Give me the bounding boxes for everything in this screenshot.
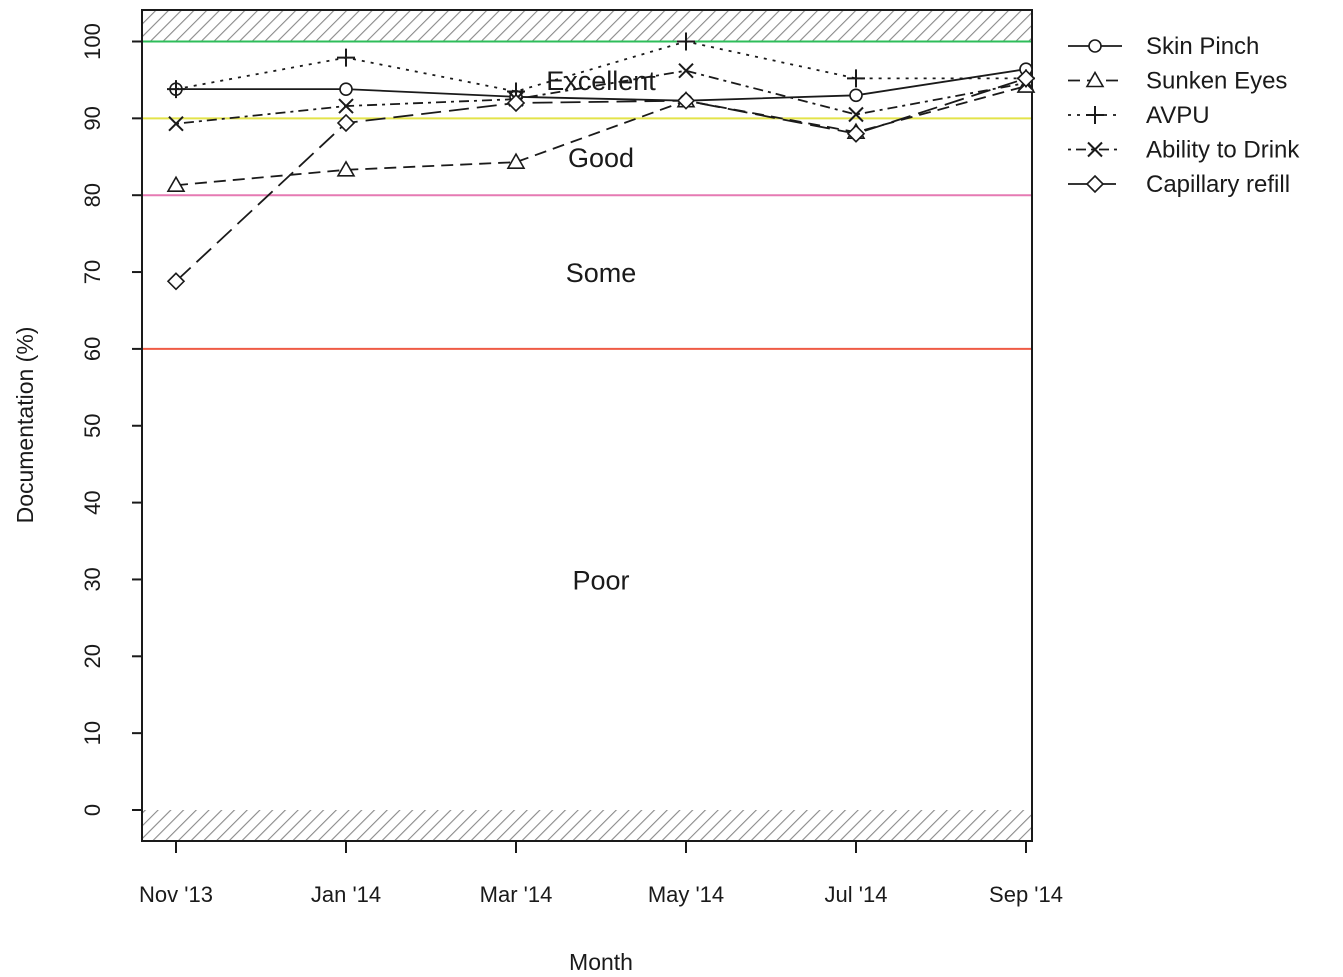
legend-marker-skin-pinch (1088, 39, 1102, 53)
data-point-skin-pinch-1 (339, 82, 353, 96)
legend-marker-capillary-refill (1085, 174, 1105, 194)
legend: Skin Pinch Sunken Eyes AVPU Ability to Drin… (1068, 33, 1300, 198)
axes: 0 10 20 30 40 50 60 70 80 90 100 Nov '13 Jan '14 Mar … (80, 23, 1063, 907)
y-tick-label-50: 50 (80, 414, 105, 438)
series-line-skin-pinch (176, 68, 1027, 102)
y-tick-label-20: 20 (80, 644, 105, 668)
y-tick-label-70: 70 (80, 260, 105, 284)
y-tick-label-90: 90 (80, 106, 105, 130)
data-point-avpu-3 (677, 32, 695, 51)
data-point-skin-pinch-4 (849, 88, 863, 103)
legend-label-ability-to-drink: Ability to Drink (1146, 137, 1300, 164)
zone-label-poor: Poor (572, 565, 629, 595)
data-point-avpu-4 (847, 69, 865, 88)
data-point-ability-to-drink-1 (338, 98, 354, 114)
legend-label-capillary-refill: Capillary refill (1146, 171, 1290, 198)
data-point-capillary-refill-0 (166, 272, 186, 291)
zone-label-good: Good (568, 143, 634, 173)
legend-marker-sunken-eyes (1085, 70, 1105, 88)
data-point-avpu-0 (167, 80, 185, 99)
x-tick-label-3: May '14 (648, 882, 724, 907)
data-point-capillary-refill-3 (676, 91, 696, 110)
y-tick-label-80: 80 (80, 183, 105, 207)
data-point-avpu-1 (337, 48, 355, 67)
y-tick-label-40: 40 (80, 490, 105, 514)
series-line-ability-to-drink (175, 69, 1027, 125)
y-tick-label-10: 10 (80, 721, 105, 745)
x-tick-label-0: Nov '13 (139, 882, 213, 907)
x-tick-label-5: Sep '14 (989, 882, 1063, 907)
legend-marker-ability-to-drink (1087, 141, 1103, 158)
series-line-avpu (175, 40, 1026, 93)
zone-labels: Excellent Good Some Poor (546, 66, 656, 596)
data-series (166, 32, 1036, 291)
y-tick-label-0: 0 (80, 804, 105, 816)
hatched-region-1 (142, 810, 1032, 841)
data-point-capillary-refill-4 (846, 124, 866, 143)
x-tick-label-1: Jan '14 (311, 882, 381, 907)
x-axis-title: Month (569, 949, 633, 975)
plot-frame (141, 9, 1033, 842)
hatched-regions (142, 10, 1032, 841)
legend-label-sunken-eyes: Sunken Eyes (1146, 68, 1287, 95)
data-point-sunken-eyes-1 (336, 160, 356, 177)
y-axis-title: Documentation (%) (12, 327, 38, 524)
x-tick-label-4: Jul '14 (825, 882, 888, 907)
y-tick-label-60: 60 (80, 337, 105, 361)
hatched-region-0 (142, 10, 1032, 42)
data-point-ability-to-drink-3 (678, 62, 694, 79)
series-line-capillary-refill (175, 77, 1027, 282)
y-tick-label-100: 100 (80, 23, 105, 60)
threshold-lines (142, 40, 1032, 350)
data-point-capillary-refill-1 (336, 113, 356, 133)
data-point-sunken-eyes-0 (166, 175, 186, 193)
data-point-ability-to-drink-4 (848, 106, 864, 123)
data-point-ability-to-drink-0 (168, 116, 184, 132)
x-tick-label-2: Mar '14 (480, 882, 553, 907)
legend-label-skin-pinch: Skin Pinch (1146, 33, 1259, 60)
legend-label-avpu: AVPU (1146, 102, 1210, 129)
data-point-capillary-refill-2 (506, 93, 526, 113)
legend-marker-avpu (1086, 106, 1104, 124)
data-point-capillary-refill-5 (1016, 69, 1036, 88)
series-line-sunken-eyes (175, 85, 1027, 187)
zone-label-excellent: Excellent (546, 66, 656, 96)
y-tick-label-30: 30 (80, 567, 105, 591)
zone-label-some: Some (566, 258, 637, 288)
data-point-sunken-eyes-2 (506, 152, 526, 169)
series-capillary-refill (166, 69, 1036, 291)
